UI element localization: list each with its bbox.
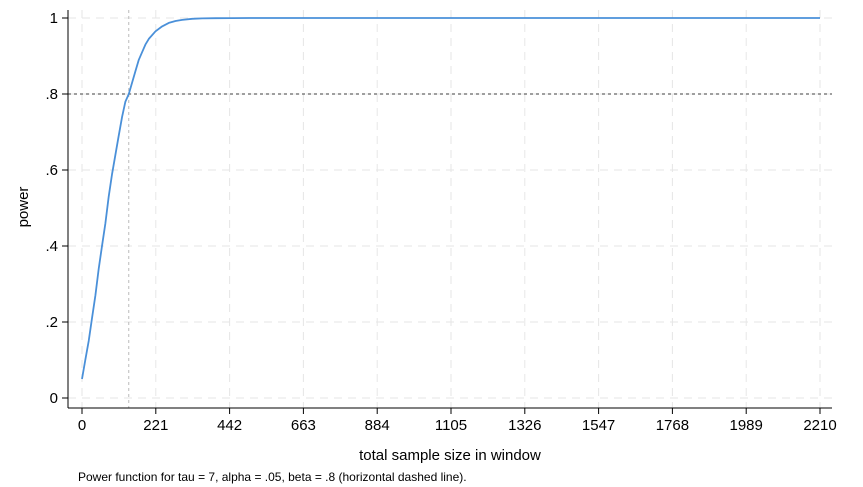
reference-lines xyxy=(68,10,832,408)
x-tick-label: 1989 xyxy=(730,417,763,434)
y-tick-label: .4 xyxy=(45,238,58,255)
chart-footnote: Power function for tau = 7, alpha = .05,… xyxy=(78,470,467,484)
x-tick-label: 442 xyxy=(217,417,242,434)
series-layer xyxy=(81,17,820,380)
y-tick-label: 1 xyxy=(50,10,58,27)
y-tick-label: 0 xyxy=(50,390,58,407)
y-tick-label: .6 xyxy=(45,162,58,179)
x-tick-label: 2210 xyxy=(803,417,836,434)
tick-labels: 0 221 442 663 884 1105 1326 1547 1768 1989 2210 0 .2… xyxy=(45,10,836,434)
y-tick-label: .2 xyxy=(45,314,58,331)
x-tick-label: 1326 xyxy=(508,417,541,434)
axes xyxy=(62,10,832,414)
x-axis-title: total sample size in window xyxy=(359,447,541,464)
y-axis-title: power xyxy=(15,187,32,228)
x-tick-label: 884 xyxy=(365,417,390,434)
x-tick-label: 0 xyxy=(78,417,86,434)
x-tick-label: 663 xyxy=(291,417,316,434)
power-curve xyxy=(81,17,820,380)
x-tick-label: 1768 xyxy=(656,417,689,434)
x-tick-label: 1547 xyxy=(582,417,615,434)
x-tick-label: 221 xyxy=(143,417,168,434)
y-tick-label: .8 xyxy=(45,86,58,103)
grid-lines xyxy=(68,10,832,408)
x-tick-label: 1105 xyxy=(435,417,467,434)
